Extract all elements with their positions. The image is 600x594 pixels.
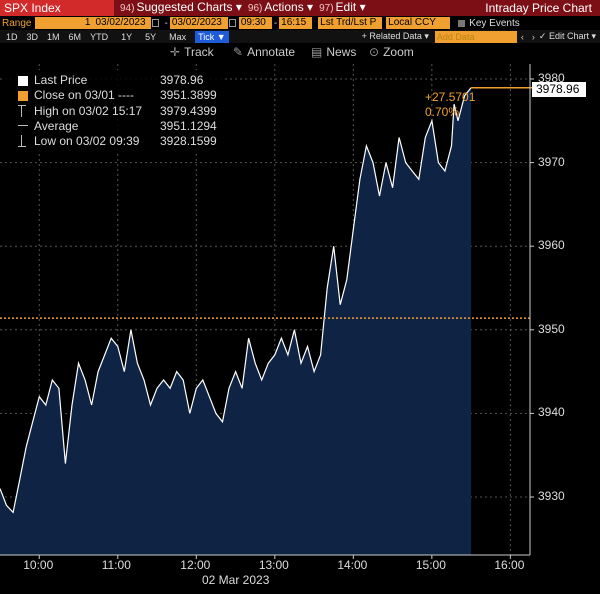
edit-menu[interactable]: 97) Edit ▾ [319, 0, 366, 17]
chart-tools: ✛ Track ✎ Annotate ▤ News ⊙ Zoom [0, 43, 600, 62]
key-events-toggle[interactable]: Key Events [458, 18, 520, 29]
period-button[interactable]: YTD [90, 31, 109, 42]
series-select[interactable]: Lst Trd/Lst P [318, 17, 383, 29]
calendar-icon[interactable] [228, 19, 236, 27]
range-value-input[interactable]: 1 [35, 17, 94, 29]
period-button[interactable]: 1M [47, 31, 60, 42]
y-axis-label: 3980 [538, 71, 565, 85]
period-bar: 1D 3D 1M 6M YTD 1Y 5Y Max Tick ▼ + Relat… [0, 30, 600, 43]
x-axis-date: 02 Mar 2023 [202, 573, 270, 587]
change-value: +27.5701 [425, 90, 476, 104]
time-separator: - [273, 17, 278, 29]
legend-value: 3951.1294 [160, 119, 217, 133]
date-to-input[interactable]: 03/02/2023 [169, 17, 228, 29]
range-bar: Range 1 03/02/2023 - 03/02/2023 09:30 - … [0, 16, 600, 30]
legend-name: Low on 03/02 09:39 [34, 134, 140, 148]
average-marker-icon [18, 125, 28, 126]
key-events-label: Key Events [469, 17, 520, 29]
annotate-label: Annotate [247, 45, 296, 59]
period-button[interactable]: Max [169, 31, 187, 42]
legend-name: Last Price [34, 73, 88, 87]
legend-value: 3951.3899 [160, 88, 217, 102]
legend-high: High on 03/02 15:17 3979.4399 [4, 104, 222, 119]
chevron-right-icon[interactable]: › [531, 31, 535, 42]
crosshair-icon: ✛ [170, 45, 181, 59]
suggested-charts-number: 94) [120, 3, 135, 14]
suggested-charts-menu[interactable]: 94) Suggested Charts ▾ [120, 0, 242, 17]
legend-value: 3928.1599 [160, 134, 217, 148]
range-separator: - [164, 17, 168, 29]
price-line [0, 87, 472, 514]
tick-select[interactable]: Tick ▼ [195, 30, 229, 43]
last-price-tag: 3978.96 [532, 82, 586, 97]
change-percent: 0.70% [425, 105, 460, 119]
legend-swatch-white [18, 76, 28, 86]
period-button[interactable]: 6M [68, 31, 82, 42]
x-axis-label: 11:00 [101, 558, 131, 572]
low-marker-icon [18, 135, 26, 147]
legend-value: 3978.96 [160, 73, 204, 87]
x-axis-label: 12:00 [180, 558, 211, 572]
date-from-input[interactable]: 03/02/2023 [93, 17, 152, 29]
edit-chart-menu[interactable]: ✓ Edit Chart ▾ [538, 31, 596, 41]
y-axis-label: 3940 [538, 405, 565, 420]
chevron-down-icon: ▾ [235, 0, 242, 14]
legend-average: Average 3951.1294 [4, 119, 222, 134]
ticker-field[interactable]: SPX Index [0, 0, 114, 16]
x-axis-label: 10:00 [23, 558, 54, 572]
actions-label: Actions [264, 0, 304, 14]
zoom-icon: ⊙ [369, 45, 380, 59]
period-button[interactable]: 3D [26, 31, 39, 42]
y-axis-label: 3970 [538, 154, 565, 169]
time-from-input[interactable]: 09:30 [238, 17, 272, 29]
range-label: Range [2, 17, 32, 29]
suggested-charts-label: Suggested Charts [136, 0, 233, 14]
checkbox-icon [458, 19, 466, 27]
news-icon: ▤ [311, 45, 323, 59]
y-axis-label: 3950 [538, 321, 565, 336]
pencil-icon: ✎ [233, 45, 244, 59]
track-label: Track [184, 45, 214, 59]
price-area [0, 87, 472, 555]
period-button[interactable]: 5Y [145, 31, 157, 42]
legend-close: Close on 03/01 ---- 3951.3899 [4, 88, 222, 103]
x-axis-label: 15:00 [415, 558, 446, 572]
x-axis-label: 14:00 [337, 558, 368, 572]
legend-name: High on 03/02 15:17 [34, 104, 143, 118]
legend-low: Low on 03/02 09:39 3928.1599 [4, 134, 222, 149]
edit-number: 97) [319, 3, 334, 14]
high-marker-icon [18, 105, 26, 117]
chevron-down-icon: ▾ [307, 0, 314, 14]
y-axis-label: 3930 [538, 489, 565, 503]
track-tool[interactable]: ✛ Track [170, 45, 214, 59]
legend-swatch-orange [18, 91, 28, 101]
chart-legend: Last Price 3978.96 Close on 03/01 ---- 3… [4, 70, 222, 154]
zoom-label: Zoom [383, 45, 414, 59]
y-axis-label: 3960 [538, 238, 565, 253]
edit-label: Edit [335, 0, 357, 14]
related-data-menu[interactable]: + Related Data ▾ [361, 31, 429, 41]
news-label: News [326, 45, 357, 59]
zoom-tool[interactable]: ⊙ Zoom [369, 45, 414, 59]
actions-menu[interactable]: 96) Actions ▾ [248, 0, 313, 17]
news-tool[interactable]: ▤ News [311, 45, 356, 59]
chevron-down-icon: ▾ [359, 0, 366, 14]
legend-name: Average [34, 119, 79, 133]
calendar-icon[interactable] [152, 19, 160, 27]
actions-number: 96) [247, 3, 263, 14]
title-bar: SPX Index 94) Suggested Charts ▾ 96) Actio… [0, 0, 600, 16]
chevron-left-icon[interactable]: ‹ [520, 31, 524, 42]
page-title: Intraday Price Chart [485, 1, 592, 15]
x-axis-label: 16:00 [494, 558, 525, 572]
annotate-tool[interactable]: ✎ Annotate [233, 45, 295, 59]
time-to-input[interactable]: 16:15 [279, 17, 313, 29]
period-button[interactable]: 1Y [121, 31, 133, 42]
legend-value: 3979.4399 [160, 104, 217, 118]
add-data-input[interactable]: Add Data [434, 30, 517, 43]
period-button[interactable]: 1D [6, 31, 18, 42]
legend-last-price: Last Price 3978.96 [4, 73, 222, 88]
legend-name: Close on 03/01 ---- [34, 88, 135, 102]
currency-select[interactable]: Local CCY [386, 17, 451, 29]
x-axis-label: 13:00 [258, 558, 289, 572]
